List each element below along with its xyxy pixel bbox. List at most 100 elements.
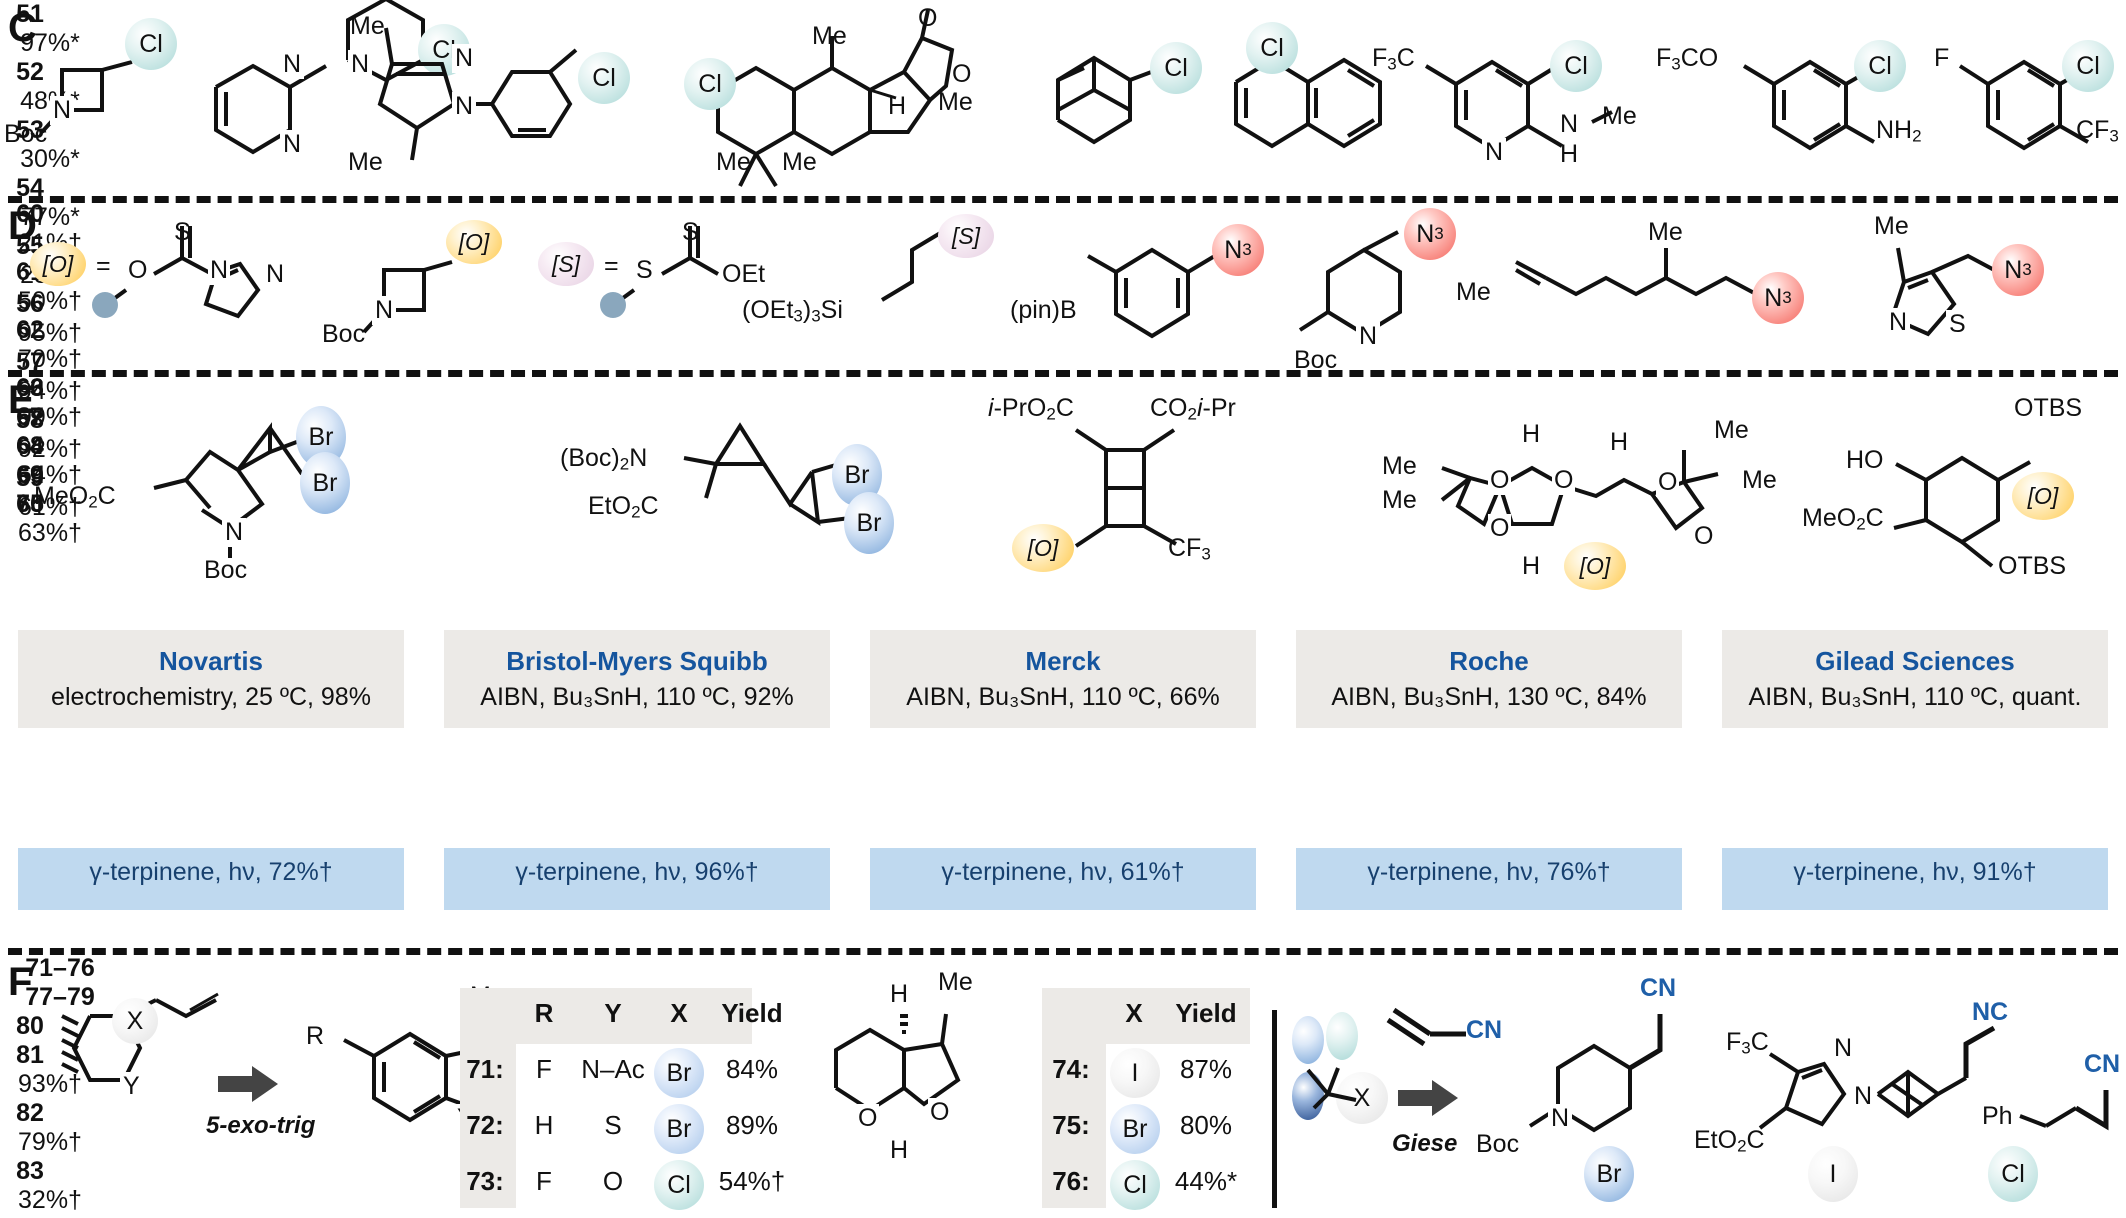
panel-c-letter: C [8, 6, 37, 50]
legend-o-O: O [128, 256, 148, 284]
structure-70 [1893, 455, 2031, 568]
label-54-H: H [888, 92, 907, 120]
label-82-F3C: F3C [1726, 1028, 1769, 1058]
label-58-NH2: NH2 [1876, 116, 1922, 146]
halo-br-66-b: Br [300, 452, 350, 514]
company-name-roche: Roche [1449, 646, 1529, 676]
company-name-bms: Bristol-Myers Squibb [506, 646, 768, 676]
label-69-Me-d: Me [1742, 466, 1777, 494]
legend-o-N2: N [264, 260, 287, 289]
compound-yield-63: 99%† [18, 403, 82, 431]
table1-row3-X-halo: Cl [654, 1160, 704, 1210]
label-52-N3: N [348, 50, 373, 79]
label-83-Ph: Ph [1982, 1102, 2013, 1130]
label-57-N-ring: N [1482, 138, 1507, 167]
condition-box-merck: Merck AIBN, Bu₃SnH, 110 ºC, 66% [870, 630, 1256, 728]
structure-59 [1958, 59, 2089, 151]
panel-f: F X Y 71–76 5-exo-trig R Me Y 77–79 R Y … [0, 954, 2126, 1218]
halo-cl-57: Cl [1550, 40, 1602, 92]
compound-yield-61: 50%† [18, 287, 82, 315]
label-70-HO: HO [1846, 446, 1884, 474]
label-82-N2: N [1852, 1082, 1875, 1111]
terpinene-box-bms: γ-terpinene, hν, 96%† [444, 848, 830, 910]
label-67-EtO2C: EtO2C [588, 492, 659, 522]
table2-row3-yield: 44%* [1174, 1166, 1238, 1196]
compound-number-52: 52 [16, 58, 44, 86]
compound-number-60: 60 [16, 200, 44, 228]
label-acrylonitrile-CN: CN [1466, 1016, 1503, 1044]
label-66-N: N [222, 518, 247, 547]
table1-row2-num: 72: [466, 1110, 504, 1140]
compound-yield-53: 30%* [20, 145, 80, 173]
label-81-N: N [1548, 1104, 1573, 1133]
table2-row1-X-halo: I [1110, 1048, 1160, 1098]
table1-row2-R: H [534, 1110, 554, 1140]
table1-row3-yield: 54%† [718, 1166, 786, 1196]
structure-64 [1514, 248, 1757, 297]
condition-text-bms: AIBN, Bu₃SnH, 110 ºC, 92% [480, 683, 794, 711]
label-69-O3: O [1552, 466, 1576, 495]
label-64-Me-top: Me [1648, 218, 1683, 246]
table1-row1-yield: 84% [725, 1054, 779, 1084]
condition-box-gilead: Gilead Sciences AIBN, Bu₃SnH, 110 ºC, qu… [1722, 630, 2108, 728]
label-58-F3CO: F3CO [1656, 44, 1719, 74]
label-53-N1: N [452, 44, 477, 73]
label-80-H-bot: H [890, 1136, 909, 1164]
table1-row3-Y: O [602, 1166, 624, 1196]
arrow-caption-5-exo-trig: 5-exo-trig [206, 1112, 316, 1139]
table1-row1-num: 71: [466, 1054, 504, 1084]
halo-o-68: [O] [1012, 524, 1074, 572]
terpinene-text-merck: γ-terpinene, hν, 61%† [941, 858, 1185, 886]
structure-66 [153, 422, 304, 558]
halo-cl-51: Cl [125, 18, 177, 70]
table2-row3-num: 76: [1052, 1166, 1090, 1196]
halo-o-69: [O] [1564, 542, 1626, 590]
panel-c: C N Boc Cl 51 97%* N N N Cl 52 48%* Me M… [0, 0, 2126, 521]
label-69-H-mid: H [1610, 428, 1629, 456]
halo-cl-59: Cl [2062, 40, 2114, 92]
table2-row2-num: 75: [1052, 1110, 1090, 1140]
label-71-76-Y: Y [120, 1072, 143, 1101]
structure-62 [1087, 247, 1220, 339]
halo-x-71-76: X [112, 998, 158, 1044]
reaction-arrow-1 [218, 1066, 278, 1102]
label-62-pinB: (pin)B [1010, 296, 1077, 324]
legend-s-equals: = [604, 252, 619, 280]
table2-row2-X-halo: Br [1110, 1104, 1160, 1154]
terpinene-text-roche: γ-terpinene, hν, 76%† [1367, 858, 1611, 886]
compound-number-64: 64 [16, 432, 44, 460]
terpinene-box-novartis: γ-terpinene, hν, 72%† [18, 848, 404, 910]
table2-number-col-band [1042, 988, 1106, 1208]
compound-yield-56: 95%† [18, 319, 82, 347]
table1-row2-yield: 89% [725, 1110, 779, 1140]
label-80-O-right: O [928, 1098, 952, 1127]
giese-start-bonds [1306, 1067, 1357, 1110]
compound-number-83: 83 [16, 1157, 44, 1185]
structure-82 [1758, 1025, 1996, 1130]
compound-number-63: 63 [16, 374, 44, 402]
giese-halo-green-top [1326, 1012, 1358, 1060]
label-65-Me: Me [1874, 212, 1909, 240]
panel-e-letter: E [8, 378, 35, 422]
legend-s-OEt: OEt [722, 260, 766, 288]
company-name-novartis: Novartis [158, 646, 264, 676]
label-63-N: N [1356, 322, 1381, 351]
label-54-Me-right: Me [938, 88, 973, 116]
compound-number-59: 59 [16, 464, 44, 492]
terpinene-box-roche: γ-terpinene, hν, 76%† [1296, 848, 1682, 910]
label-69-Me-b: Me [1382, 486, 1417, 514]
label-60-Boc: Boc [322, 320, 366, 348]
compound-number-81: 81 [16, 1041, 44, 1069]
condition-box-roche: Roche AIBN, Bu₃SnH, 130 ºC, 84% [1296, 630, 1682, 728]
condition-box-bms: Bristol-Myers Squibb AIBN, Bu₃SnH, 110 º… [444, 630, 830, 728]
condition-box-novartis: Novartis electrochemistry, 25 ºC, 98% [18, 630, 404, 728]
label-69-H-top: H [1522, 420, 1541, 448]
condition-text-roche: AIBN, Bu₃SnH, 130 ºC, 84% [1331, 683, 1647, 711]
label-54-O-ring: O [952, 60, 972, 88]
table2-row2-yield: 80% [1179, 1110, 1233, 1140]
label-57-NH: N [1560, 110, 1579, 138]
label-82-EtO2C: EtO2C [1694, 1126, 1765, 1156]
halo-s-61: [S] [938, 214, 994, 258]
label-53-N2: N [452, 92, 477, 121]
